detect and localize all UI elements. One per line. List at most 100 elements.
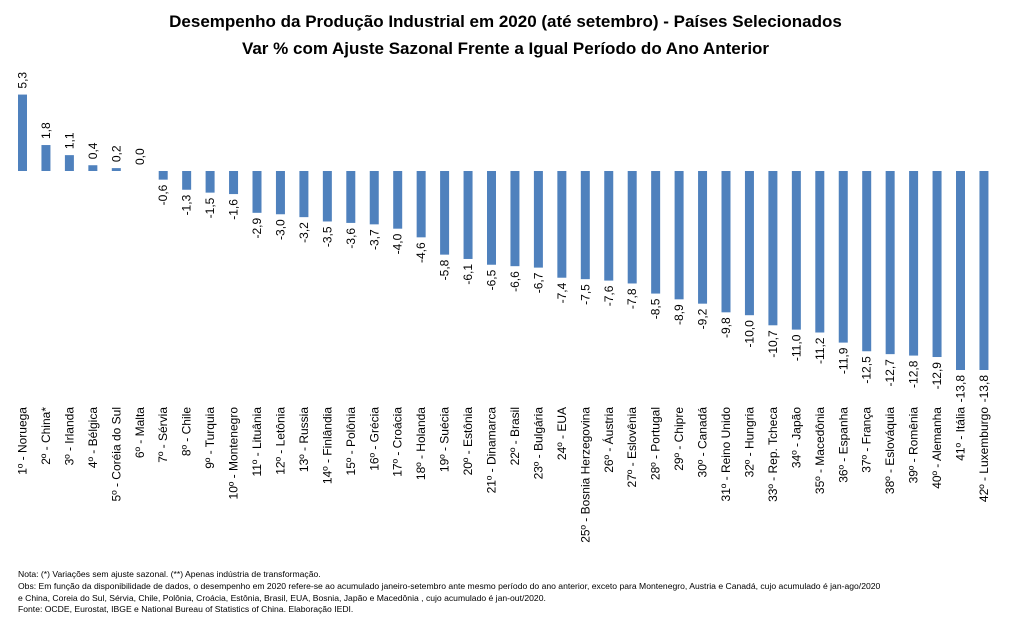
bar-value-label: -10,0 [742,320,756,348]
bar-value-label: -12,5 [860,356,874,384]
category-label: 28º - Portugal [649,407,663,480]
bar [322,171,332,222]
bar-value-label: -13,8 [954,375,968,403]
bar [299,171,309,218]
bar [346,171,356,223]
category-label: 31º - Reino Unido [719,407,733,502]
category-label: 22º - Brasil [508,407,522,465]
category-label: 7º - Sérvia [156,407,170,463]
bar [744,171,754,316]
bar-value-label: 0,4 [86,142,100,159]
category-label: 1º - Noruega [16,407,30,475]
category-label: 37º - França [860,407,874,473]
category-label: 4º - Bélgica [86,407,100,468]
bar-value-label: -12,9 [930,362,944,390]
category-label: 23º - Bulgária [531,407,545,480]
category-label: 25º - Bosnia Herzegovina [578,407,592,543]
bar-value-label: -11,2 [813,337,827,364]
bar-value-label: -9,8 [719,317,733,338]
bar [533,171,543,268]
bar [182,171,192,190]
category-label: 32º - Hungria [742,407,756,478]
bar [838,171,848,343]
category-label: 10º - Montenegro [227,407,241,500]
category-label: 18º - Holanda [414,407,428,480]
bar [275,171,285,215]
category-label: 6º - Malta [133,407,147,458]
category-label: 11º - Lituânia [250,407,264,477]
category-label: 33º - Rep. Tcheca [766,407,780,502]
bar-value-label: -10,7 [766,330,780,358]
bar-value-label: -7,6 [602,285,616,306]
bar-value-label: -1,5 [203,197,217,218]
category-label: 34º - Japão [789,407,803,468]
category-label: 21º - Dinamarca [485,407,499,494]
bar [369,171,379,225]
bar-value-label: -11,9 [836,347,850,374]
footnotes: Nota: (*) Variações sem ajuste sazonal. … [18,569,1008,616]
bar-value-label: -6,6 [508,271,522,292]
category-label: 19º - Suécia [438,407,452,472]
bar [416,171,426,238]
category-label: 13º - Russia [297,407,311,472]
bar [18,94,27,171]
category-label: 24º - EUA [555,407,569,460]
bar [932,171,942,358]
obs-line-2: e China, Coreia do Sul, Sérvia, Chile, P… [18,592,546,603]
category-label: 40º - Alemanha [930,407,944,489]
bar [862,171,872,352]
category-label: 5º - Coréia do Sul [109,407,123,501]
obs-line-1: Obs: Em função da disponibilidade de dad… [18,580,881,591]
category-label: 26º - Áustria [601,407,616,473]
bar-value-label: -13,8 [977,375,991,403]
bar-value-label: -1,6 [227,199,241,220]
bar-value-label: -12,7 [883,359,897,387]
bar-value-label: -3,5 [320,226,334,247]
bar-value-label: -8,9 [672,304,686,325]
category-label: 20º - Estônia [461,407,475,476]
category-label: 30º - Canadá [696,407,710,478]
bar [205,171,215,193]
category-label: 3º - Irlanda [62,407,76,466]
category-label: 41º - Itália [954,407,968,461]
bar-value-label: -0,6 [156,184,170,205]
bar-value-label: -7,4 [555,282,569,303]
bar [88,165,98,171]
bar-value-label: -3,6 [344,228,358,249]
bar [885,171,895,355]
bar [909,171,919,356]
bar [674,171,684,300]
bar-value-label: -7,5 [578,284,592,305]
bar [979,171,989,370]
bar [111,168,121,171]
bar [956,171,965,370]
bar-value-label: -3,0 [273,219,287,240]
bar-value-label: -6,1 [461,264,475,285]
bar-value-label: -9,2 [696,308,710,329]
bar-value-label: -6,5 [485,269,499,290]
bar-value-label: -7,8 [625,288,639,309]
bar [698,171,708,304]
bar-value-label: -12,8 [907,360,921,388]
bar-value-label: -11,0 [789,334,803,361]
category-label: 36º - Espanha [836,407,850,483]
category-label: 35º - Macedônia [813,407,827,494]
bar [580,171,590,280]
bar [252,171,262,213]
bar-value-label: -4,0 [391,233,405,254]
category-label: 17º - Croácia [391,407,405,477]
chart-subtitle: Var % com Ajuste Sazonal Frente a Igual … [241,39,770,58]
bar-value-label: -1,3 [180,194,194,215]
chart-title: Desempenho da Produção Industrial em 202… [169,12,842,31]
bar-value-label: 1,1 [62,132,76,149]
bar [791,171,801,330]
bar [604,171,614,281]
bar-value-label: -3,2 [297,222,311,243]
bar [393,171,403,229]
bar-value-label: 1,8 [39,122,53,139]
bar-value-label: -2,9 [250,218,264,239]
category-label: 16º - Grécia [367,407,381,471]
category-label: 9º - Turquia [203,407,217,469]
bar-value-label: -6,7 [531,272,545,293]
bar [64,155,74,171]
